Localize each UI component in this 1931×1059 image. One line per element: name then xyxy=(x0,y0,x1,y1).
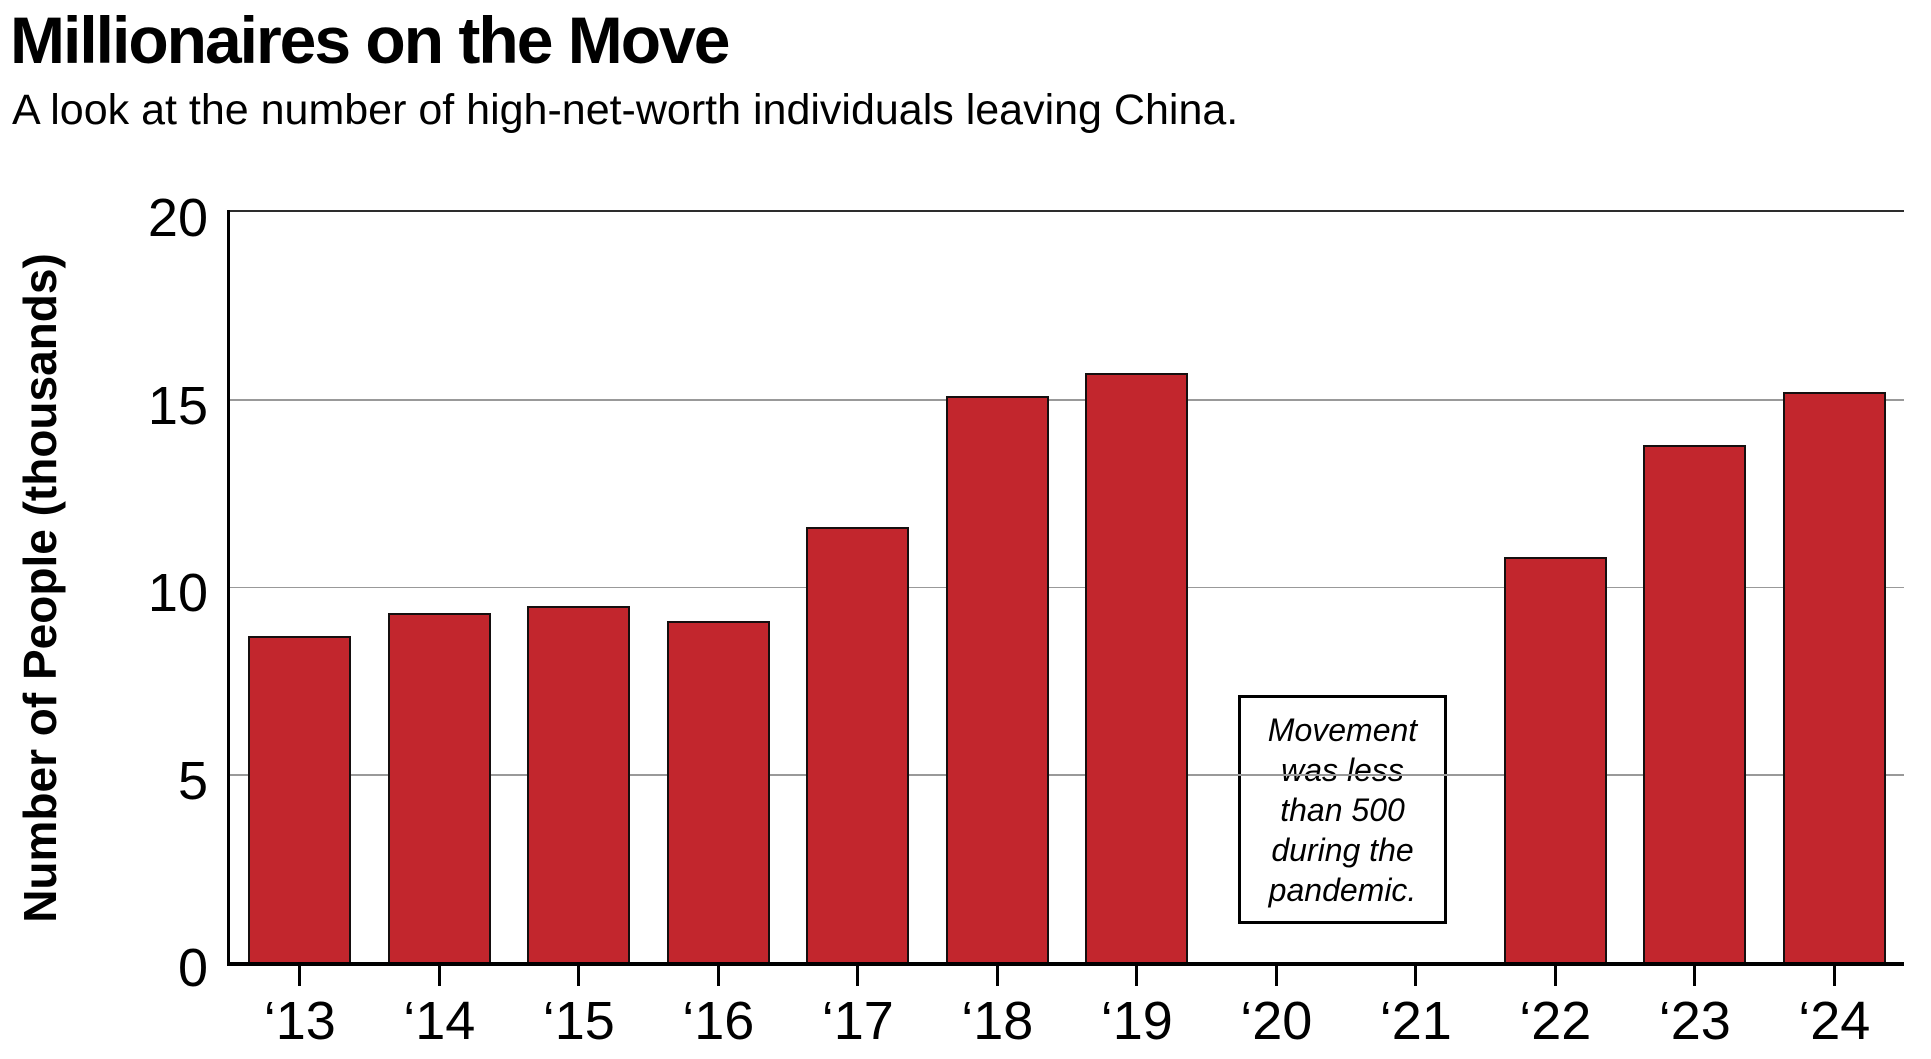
x-tick-24 xyxy=(1832,966,1836,986)
y-axis-line xyxy=(227,210,230,966)
pandemic-annotation-line: Movement xyxy=(1267,711,1418,748)
x-tick-label-17: ‘17 xyxy=(821,991,894,1051)
bar-17 xyxy=(806,527,910,962)
y-tick-label-20: 20 xyxy=(147,188,208,248)
x-tick-label-15: ‘15 xyxy=(542,991,615,1051)
pandemic-annotation-line: during the xyxy=(1271,831,1414,868)
x-tick-20 xyxy=(1274,966,1278,986)
bar-19 xyxy=(1085,373,1189,962)
x-tick-22 xyxy=(1553,966,1557,986)
x-tick-14 xyxy=(437,966,441,986)
x-tick-label-24: ‘24 xyxy=(1798,991,1871,1051)
bar-15 xyxy=(527,605,631,962)
chart-subtitle: A look at the number of high-net-worth i… xyxy=(12,86,1239,134)
pandemic-annotation-line: than 500 xyxy=(1280,791,1405,828)
bar-22 xyxy=(1503,557,1607,962)
x-tick-18 xyxy=(995,966,999,986)
pandemic-annotation: Movement was less than 500 during the pandem… xyxy=(1238,695,1447,924)
bar-23 xyxy=(1643,444,1747,962)
x-tick-23 xyxy=(1693,966,1697,986)
gridline-10 xyxy=(230,586,1904,588)
gridline-15 xyxy=(230,399,1904,401)
x-tick-label-18: ‘18 xyxy=(961,991,1034,1051)
x-tick-label-21: ‘21 xyxy=(1379,991,1452,1051)
x-tick-label-22: ‘22 xyxy=(1519,991,1592,1051)
pandemic-annotation-line: pandemic. xyxy=(1268,871,1417,908)
bar-13 xyxy=(248,635,352,962)
chart-title: Millionaires on the Move xyxy=(10,3,730,77)
bar-16 xyxy=(666,620,770,962)
x-tick-19 xyxy=(1135,966,1139,986)
x-tick-label-13: ‘13 xyxy=(263,991,336,1051)
x-axis-line xyxy=(227,962,1904,966)
pandemic-annotation-line: was less xyxy=(1281,751,1404,788)
x-tick-label-16: ‘16 xyxy=(682,991,755,1051)
x-tick-16 xyxy=(716,966,720,986)
x-tick-label-23: ‘23 xyxy=(1658,991,1731,1051)
x-tick-label-14: ‘14 xyxy=(403,991,476,1051)
x-tick-label-19: ‘19 xyxy=(1100,991,1173,1051)
y-tick-label-15: 15 xyxy=(147,375,208,436)
bar-24 xyxy=(1782,392,1886,962)
y-tick-label-5: 5 xyxy=(177,750,208,811)
x-tick-label-20: ‘20 xyxy=(1240,991,1313,1051)
x-tick-21 xyxy=(1414,966,1418,986)
x-tick-13 xyxy=(298,966,302,986)
x-tick-17 xyxy=(856,966,860,986)
axis-top-line xyxy=(230,210,1904,212)
bar-18 xyxy=(945,395,1049,962)
x-tick-15 xyxy=(577,966,581,986)
gridline-5 xyxy=(230,774,1904,776)
y-tick-label-0: 0 xyxy=(177,938,208,998)
y-tick-label-10: 10 xyxy=(147,563,208,623)
bar-14 xyxy=(387,613,491,962)
